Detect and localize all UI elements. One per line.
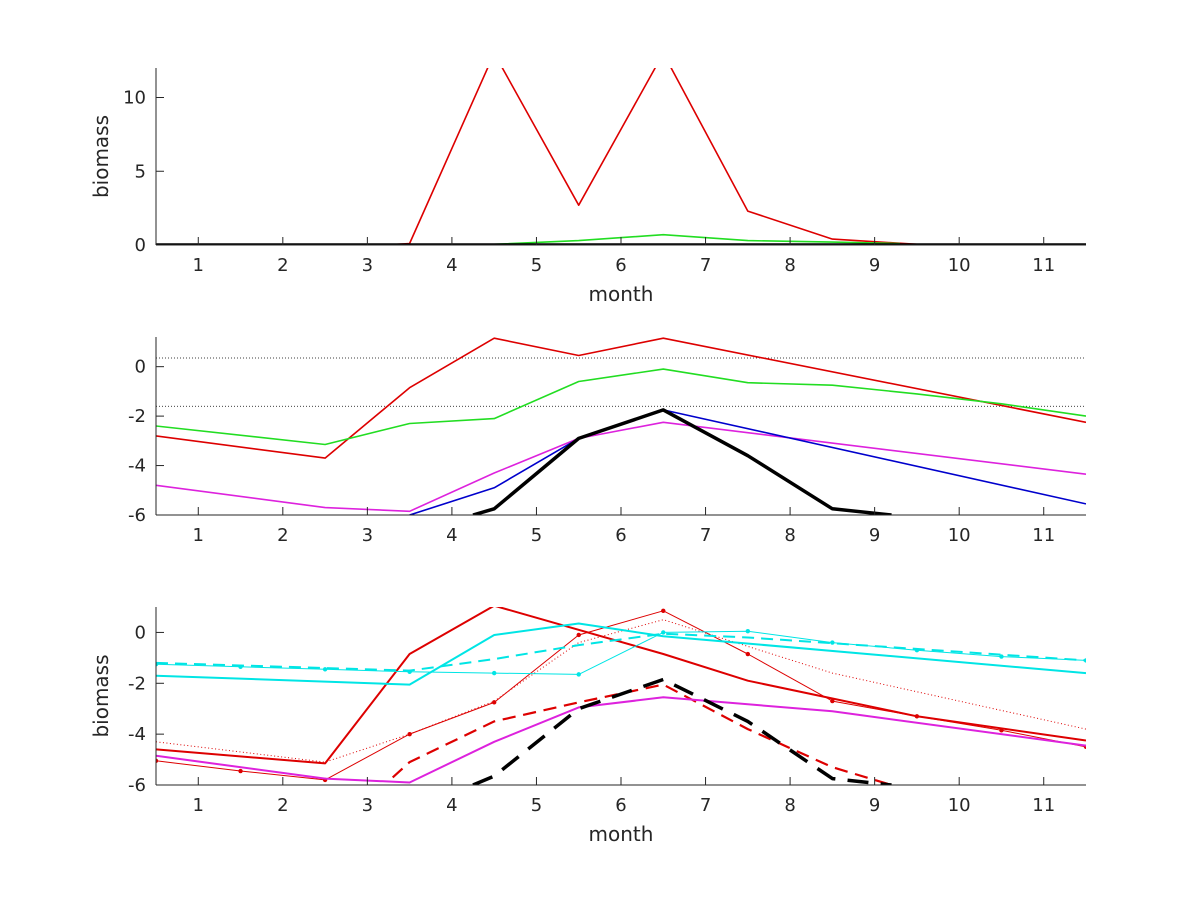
series-5-point (491, 670, 497, 676)
x-tick-label: 11 (1032, 255, 1055, 276)
y-tick-label: 10 (123, 88, 146, 109)
series-group (156, 337, 1086, 515)
series-line-2 (156, 368, 1086, 446)
series-line-6 (156, 632, 1086, 672)
x-tick-label: 9 (869, 255, 880, 276)
series-line-1 (156, 337, 1086, 459)
x-tick-label: 10 (948, 525, 971, 546)
y-axis-label: biomass (89, 115, 113, 198)
x-tick-label: 2 (277, 525, 288, 546)
series-2-point (156, 758, 159, 764)
y-tick-label: 0 (135, 235, 146, 256)
y-axis-label: biomass (89, 654, 113, 737)
series-2-point (914, 714, 920, 719)
series-line-1 (156, 607, 1086, 765)
x-tick-label: 7 (700, 525, 711, 546)
x-tick-label: 11 (1032, 795, 1055, 816)
x-tick-label: 3 (362, 525, 373, 546)
series-line-9 (472, 677, 892, 785)
x-tick-label: 7 (700, 255, 711, 276)
x-tick-label: 4 (446, 795, 457, 816)
x-tick-label: 6 (615, 795, 626, 816)
series-group (156, 68, 1086, 245)
series-2-point (491, 700, 497, 705)
y-tick-label: -6 (128, 505, 146, 526)
x-tick-label: 10 (948, 795, 971, 816)
x-tick-label: 6 (615, 525, 626, 546)
x-tick-label: 8 (784, 255, 795, 276)
series-2-point (830, 698, 835, 704)
x-tick-label: 1 (193, 255, 204, 276)
series-2-point (999, 728, 1004, 733)
y-tick-label: 0 (135, 357, 146, 378)
series-line-5 (156, 630, 1086, 675)
series-line-2 (156, 610, 1086, 781)
x-tick-label: 2 (277, 795, 288, 816)
series-line-5 (472, 408, 892, 515)
x-tick-label: 3 (362, 255, 373, 276)
y-tick-label: 0 (135, 622, 146, 643)
series-line-3 (156, 421, 1086, 513)
series-5-point (745, 628, 751, 634)
panel-3: 1 2 3 4 5 6 7 8 9 10 11 -6 -4 -2 0 month biomass (89, 607, 1086, 846)
series-2-point (745, 651, 751, 657)
series-2-point (576, 632, 581, 638)
x-tick-label: 8 (784, 525, 795, 546)
series-5-point (661, 630, 666, 635)
x-tick-label: 3 (362, 795, 373, 816)
x-tick-label: 5 (531, 255, 542, 276)
x-tick-label: 4 (446, 525, 457, 546)
series-line-1 (384, 68, 917, 245)
y-tick-label: -6 (128, 775, 146, 796)
panel-1: 1 2 3 4 5 6 7 8 9 10 11 0 5 10 month biomass (89, 68, 1086, 306)
panel-2: 1 2 3 4 5 6 7 8 9 10 11 -6 -4 -2 0 (128, 337, 1086, 546)
x-tick-label: 8 (784, 795, 795, 816)
series-2-point (661, 608, 666, 614)
y-tick-label: -4 (128, 724, 146, 745)
y-tick-label: -2 (128, 673, 146, 694)
series-5-point (576, 672, 581, 677)
series-5-point (322, 667, 328, 672)
x-tick-label: 1 (193, 795, 204, 816)
x-tick-label: 9 (869, 525, 880, 546)
series-line-4 (391, 683, 892, 785)
x-axis-label: month (589, 282, 654, 306)
y-tick-label: 5 (135, 161, 146, 182)
x-axis-label: month (589, 822, 654, 846)
x-tick-label: 1 (193, 525, 204, 546)
x-tick-label: 9 (869, 795, 880, 816)
series-5-point (830, 640, 835, 645)
series-line-7 (156, 622, 1086, 686)
x-tick-label: 10 (948, 255, 971, 276)
x-tick-label: 2 (277, 255, 288, 276)
x-tick-label: 5 (531, 525, 542, 546)
x-tick-label: 6 (615, 255, 626, 276)
x-tick-label: 5 (531, 795, 542, 816)
x-tick-label: 4 (446, 255, 457, 276)
y-tick-label: -4 (128, 456, 146, 477)
x-tick-label: 11 (1032, 525, 1055, 546)
x-tick-label: 7 (700, 795, 711, 816)
series-group (156, 607, 1086, 785)
y-tick-label: -2 (128, 406, 146, 427)
series-line-8 (156, 696, 1086, 784)
series-2-point (238, 768, 243, 774)
